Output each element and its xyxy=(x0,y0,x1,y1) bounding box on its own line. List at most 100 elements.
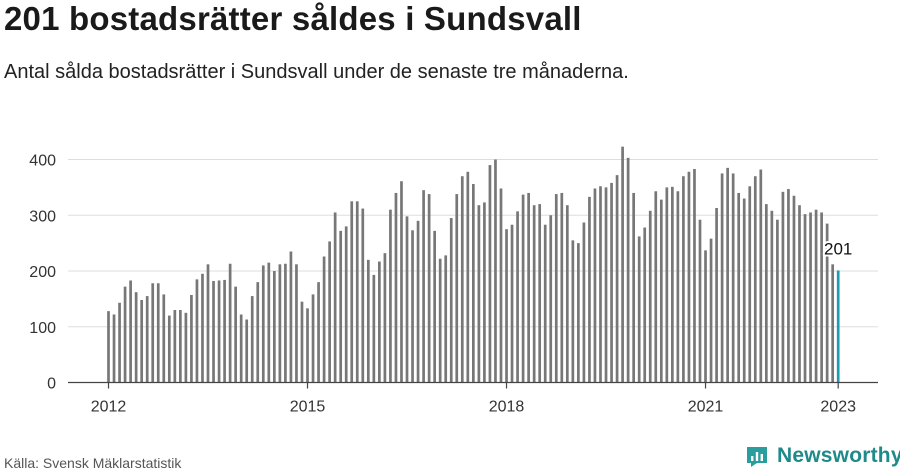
bar xyxy=(123,286,127,383)
bar xyxy=(206,264,210,383)
bar xyxy=(499,188,503,383)
annotations: 201 xyxy=(822,237,854,260)
bar xyxy=(405,216,409,383)
x-tick-label: 2021 xyxy=(688,399,724,416)
bar xyxy=(682,176,685,383)
bars xyxy=(107,146,840,383)
bar xyxy=(444,255,448,383)
chart-title: 201 bostadsrätter såldes i Sundsvall xyxy=(4,0,582,37)
bar xyxy=(543,224,547,383)
bar xyxy=(234,286,237,383)
highlight-bar xyxy=(836,270,840,383)
bar xyxy=(527,192,530,383)
newsworthy-logo-icon xyxy=(747,447,767,467)
bar xyxy=(300,301,304,383)
bar xyxy=(129,280,132,383)
bar xyxy=(720,173,724,383)
bar xyxy=(825,223,829,383)
bar xyxy=(267,262,271,383)
x-axis-ticks: 2012 2015 2018 2021 2023 xyxy=(91,382,856,416)
bar xyxy=(383,253,387,383)
bar xyxy=(306,308,309,383)
bar xyxy=(538,204,542,383)
bar xyxy=(361,208,365,383)
bar xyxy=(400,181,403,383)
bar xyxy=(615,175,619,383)
bar xyxy=(245,319,249,383)
bar xyxy=(466,171,470,383)
bar xyxy=(145,296,149,383)
bar xyxy=(494,159,497,383)
bar xyxy=(505,229,508,383)
bar xyxy=(571,240,575,383)
bar xyxy=(228,263,232,383)
bar xyxy=(715,208,718,383)
bar xyxy=(709,238,713,383)
bar xyxy=(798,205,801,383)
bar xyxy=(687,171,691,383)
bar xyxy=(289,251,293,383)
x-tick-label: 2018 xyxy=(489,399,525,416)
bar xyxy=(239,314,243,383)
bar xyxy=(560,192,564,383)
bar xyxy=(134,292,138,383)
bar xyxy=(449,218,453,383)
bar xyxy=(151,283,155,383)
bar xyxy=(693,168,696,383)
bar xyxy=(366,259,370,383)
bar xyxy=(422,190,425,383)
bar xyxy=(764,204,768,383)
bar xyxy=(604,187,608,383)
bar xyxy=(438,258,442,383)
y-tick-label: 200 xyxy=(29,264,56,281)
bar xyxy=(339,230,343,383)
bar xyxy=(212,281,215,383)
bar xyxy=(549,215,553,383)
bar xyxy=(637,236,641,383)
bar xyxy=(665,187,669,383)
bar xyxy=(394,192,398,383)
bar xyxy=(427,194,431,383)
bar xyxy=(488,165,492,383)
bar xyxy=(787,189,790,383)
bar xyxy=(167,315,171,383)
bar xyxy=(284,263,287,383)
bar xyxy=(261,265,265,383)
bar xyxy=(776,219,779,383)
bar xyxy=(272,271,276,383)
bar xyxy=(179,310,182,383)
bar xyxy=(201,273,204,383)
bar xyxy=(588,196,591,383)
bar xyxy=(577,243,580,383)
bar xyxy=(433,230,436,383)
bar xyxy=(731,173,735,383)
bar xyxy=(112,314,116,383)
bar xyxy=(632,192,636,383)
x-tick-label: 2023 xyxy=(820,399,856,416)
bar-chart: 0 100 200 300 400 2012 2015 2018 2021 2023 201 xyxy=(29,146,878,416)
bar xyxy=(626,157,630,383)
bar xyxy=(173,310,177,383)
bar xyxy=(333,212,337,383)
bar xyxy=(582,222,586,383)
bar xyxy=(416,220,420,383)
bar xyxy=(389,209,392,383)
bar xyxy=(809,212,812,383)
bar xyxy=(455,194,459,383)
y-tick-label: 0 xyxy=(47,376,56,393)
bar xyxy=(118,302,121,383)
bar xyxy=(659,199,663,383)
bar xyxy=(295,264,298,383)
brand-logo[interactable]: Newsworthy xyxy=(745,441,900,471)
bar xyxy=(162,294,166,383)
source-note: Källa: Svensk Mäklarstatistik xyxy=(4,455,182,471)
bar xyxy=(250,296,254,383)
bar xyxy=(676,191,680,383)
bar xyxy=(510,224,514,383)
bar xyxy=(532,205,536,383)
bar xyxy=(737,192,741,383)
bar xyxy=(648,210,652,383)
bar xyxy=(223,279,226,383)
bar xyxy=(814,209,818,383)
bar xyxy=(278,264,282,383)
